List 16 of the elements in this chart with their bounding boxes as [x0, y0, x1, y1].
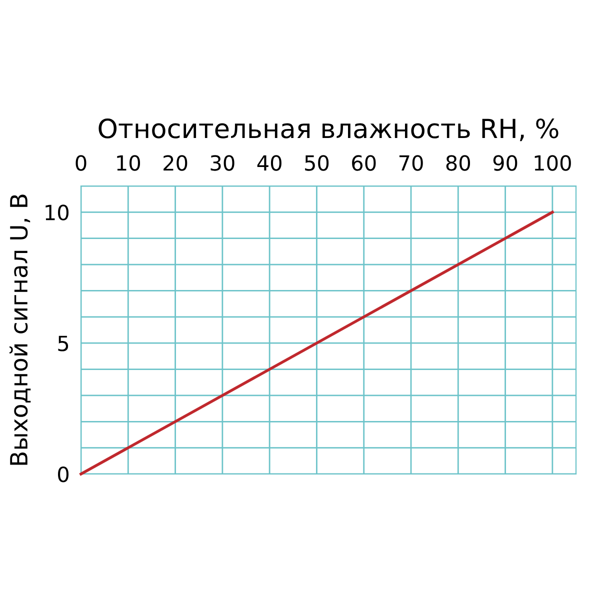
x-axis-title: Относительная влажность RH, %: [98, 118, 558, 142]
x-tick-label: 10: [117, 155, 140, 171]
x-tick-label: 60: [352, 155, 376, 171]
y-tick-label: 5: [58, 336, 68, 352]
x-tick-label: 70: [399, 155, 423, 171]
x-tick-label: 20: [164, 155, 188, 171]
x-tick-label: 0: [76, 155, 86, 171]
x-tick-label: 50: [305, 155, 329, 171]
x-tick-label: 100: [534, 155, 571, 171]
x-tick-label: 90: [493, 155, 518, 171]
x-tick-label: 30: [210, 155, 234, 171]
y-axis-title: Выходной сигнал U, В: [10, 194, 31, 465]
x-tick-label: 80: [446, 155, 470, 171]
x-tick-label: 40: [257, 155, 282, 171]
y-tick-label: 10: [46, 204, 69, 220]
y-tick-label: 0: [58, 466, 69, 482]
